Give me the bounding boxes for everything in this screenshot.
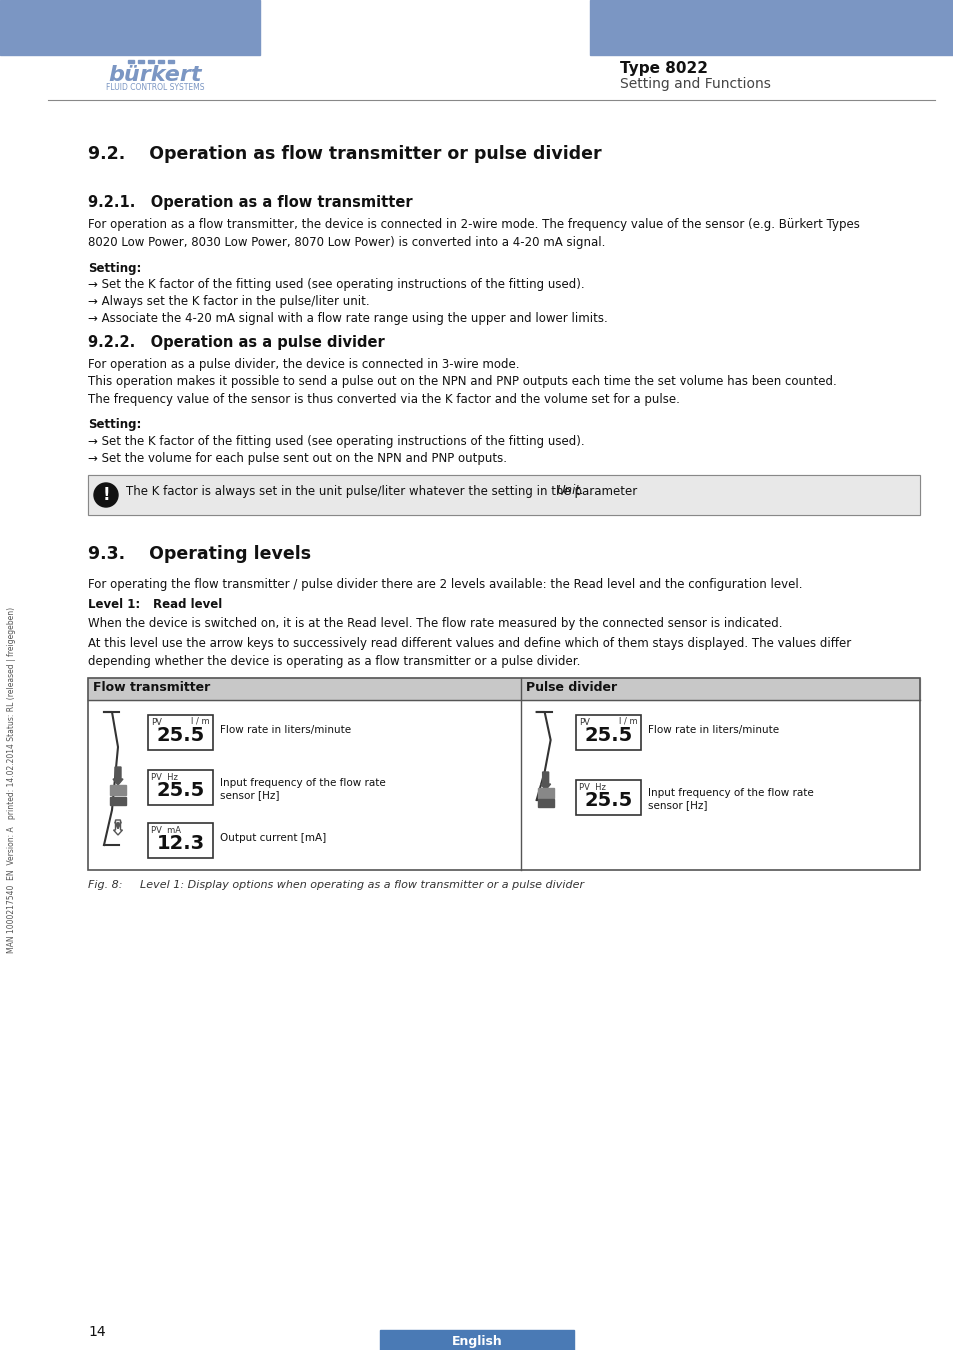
Text: PV  mA: PV mA bbox=[151, 826, 181, 836]
Text: Type 8022: Type 8022 bbox=[619, 61, 707, 76]
Text: Flow rate in liters/minute: Flow rate in liters/minute bbox=[220, 725, 351, 734]
Text: For operating the flow transmitter / pulse divider there are 2 levels available:: For operating the flow transmitter / pul… bbox=[88, 578, 801, 591]
Text: l / m: l / m bbox=[618, 717, 637, 726]
Bar bbox=[110, 796, 126, 805]
Text: The K factor is always set in the unit pulse/liter whatever the setting in the p: The K factor is always set in the unit p… bbox=[126, 485, 640, 498]
Circle shape bbox=[94, 483, 118, 508]
Bar bbox=[88, 475, 919, 514]
Text: This operation makes it possible to send a pulse out on the NPN and PNP outputs : This operation makes it possible to send… bbox=[88, 375, 836, 406]
Text: sensor [Hz]: sensor [Hz] bbox=[647, 801, 706, 810]
Bar bbox=[379, 1330, 574, 1350]
Bar bbox=[589, 0, 953, 55]
Bar bbox=[110, 784, 126, 795]
Bar bbox=[148, 769, 213, 805]
Bar bbox=[0, 0, 260, 55]
Bar bbox=[575, 716, 640, 751]
FancyArrow shape bbox=[112, 767, 123, 784]
Text: sensor [Hz]: sensor [Hz] bbox=[220, 790, 279, 801]
Text: Read level: Read level bbox=[152, 598, 222, 612]
Bar bbox=[158, 59, 164, 63]
Bar bbox=[128, 59, 133, 63]
Text: Unit.: Unit. bbox=[556, 485, 583, 498]
Bar bbox=[88, 678, 919, 869]
Bar bbox=[575, 780, 640, 815]
Text: !: ! bbox=[102, 486, 110, 504]
Text: Output current [mA]: Output current [mA] bbox=[220, 833, 326, 842]
Bar bbox=[148, 824, 213, 859]
Bar bbox=[148, 716, 213, 751]
Text: 9.3.    Operating levels: 9.3. Operating levels bbox=[88, 545, 311, 563]
Text: → Associate the 4-20 mA signal with a flow rate range using the upper and lower : → Associate the 4-20 mA signal with a fl… bbox=[88, 312, 607, 325]
Bar bbox=[537, 788, 553, 798]
Text: MAN 1000217540  EN  Version: A   printed: 14.02.2014 Status: RL (released | frei: MAN 1000217540 EN Version: A printed: 14… bbox=[8, 608, 16, 953]
Bar bbox=[168, 59, 173, 63]
Bar bbox=[537, 799, 553, 807]
Text: Setting:: Setting: bbox=[88, 262, 141, 275]
Text: 9.2.2.   Operation as a pulse divider: 9.2.2. Operation as a pulse divider bbox=[88, 335, 384, 350]
Text: PV: PV bbox=[151, 718, 162, 728]
FancyArrow shape bbox=[540, 772, 550, 790]
Text: → Always set the K factor in the pulse/liter unit.: → Always set the K factor in the pulse/l… bbox=[88, 296, 369, 308]
Bar bbox=[88, 475, 919, 514]
Text: Fig. 8:     Level 1: Display options when operating as a flow transmitter or a p: Fig. 8: Level 1: Display options when op… bbox=[88, 880, 583, 890]
Text: l / m: l / m bbox=[192, 717, 210, 726]
Text: PV: PV bbox=[578, 718, 589, 728]
Text: Level 1:: Level 1: bbox=[88, 598, 140, 612]
Text: 9.2.1.   Operation as a flow transmitter: 9.2.1. Operation as a flow transmitter bbox=[88, 194, 413, 211]
Text: Pulse divider: Pulse divider bbox=[525, 680, 617, 694]
Text: FLUID CONTROL SYSTEMS: FLUID CONTROL SYSTEMS bbox=[106, 84, 204, 93]
Text: PV  Hz: PV Hz bbox=[151, 774, 177, 782]
Text: Setting and Functions: Setting and Functions bbox=[619, 77, 770, 90]
Text: For operation as a pulse divider, the device is connected in 3-wire mode.: For operation as a pulse divider, the de… bbox=[88, 358, 519, 371]
Bar bbox=[148, 59, 153, 63]
Text: 25.5: 25.5 bbox=[583, 726, 632, 745]
Text: Flow rate in liters/minute: Flow rate in liters/minute bbox=[647, 725, 778, 734]
Text: 14: 14 bbox=[88, 1324, 106, 1339]
Text: Input frequency of the flow rate: Input frequency of the flow rate bbox=[647, 788, 813, 798]
Text: 9.2.    Operation as flow transmitter or pulse divider: 9.2. Operation as flow transmitter or pu… bbox=[88, 144, 601, 163]
Text: PV  Hz: PV Hz bbox=[578, 783, 605, 792]
Text: Flow transmitter: Flow transmitter bbox=[92, 680, 210, 694]
Text: → Set the K factor of the fitting used (see operating instructions of the fittin: → Set the K factor of the fitting used (… bbox=[88, 435, 584, 448]
Text: Input frequency of the flow rate: Input frequency of the flow rate bbox=[220, 778, 385, 788]
Text: 25.5: 25.5 bbox=[156, 782, 204, 801]
Bar bbox=[88, 678, 919, 701]
Text: → Set the volume for each pulse sent out on the NPN and PNP outputs.: → Set the volume for each pulse sent out… bbox=[88, 452, 506, 464]
Text: Setting:: Setting: bbox=[88, 418, 141, 431]
Text: bürkert: bürkert bbox=[108, 65, 201, 85]
Text: 25.5: 25.5 bbox=[156, 726, 204, 745]
Text: For operation as a flow transmitter, the device is connected in 2-wire mode. The: For operation as a flow transmitter, the… bbox=[88, 217, 859, 248]
Text: → Set the K factor of the fitting used (see operating instructions of the fittin: → Set the K factor of the fitting used (… bbox=[88, 278, 584, 292]
Text: At this level use the arrow keys to successively read different values and defin: At this level use the arrow keys to succ… bbox=[88, 637, 850, 668]
Bar bbox=[138, 59, 144, 63]
Text: 25.5: 25.5 bbox=[583, 791, 632, 810]
Text: English: English bbox=[451, 1335, 502, 1347]
Text: When the device is switched on, it is at the Read level. The flow rate measured : When the device is switched on, it is at… bbox=[88, 617, 781, 630]
Text: 12.3: 12.3 bbox=[156, 834, 204, 853]
